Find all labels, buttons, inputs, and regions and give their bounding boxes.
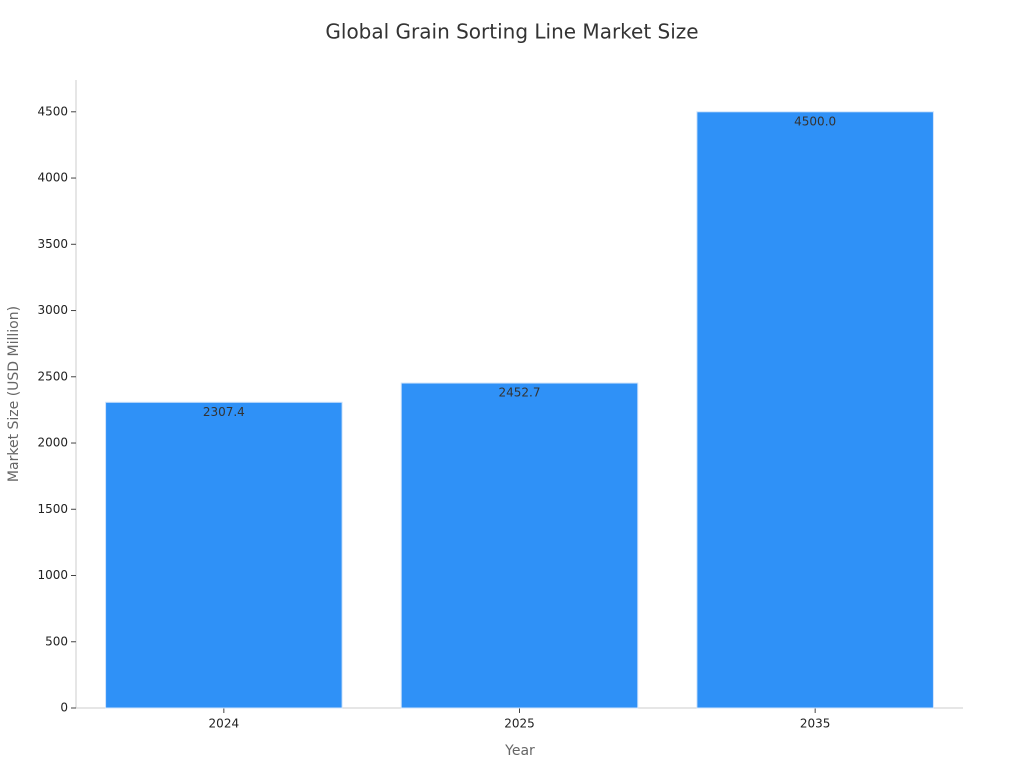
y-tick-label: 500 xyxy=(45,634,68,648)
y-tick-label: 3000 xyxy=(37,303,68,317)
value-label: 2452.7 xyxy=(499,386,541,400)
y-tick-label: 2000 xyxy=(37,436,68,450)
value-label: 4500.0 xyxy=(794,114,836,128)
y-tick-label: 0 xyxy=(60,701,68,715)
bar xyxy=(400,382,639,709)
y-tick-label: 1000 xyxy=(37,568,68,582)
bar xyxy=(696,111,934,709)
y-tick-label: 4500 xyxy=(37,104,68,118)
y-axis-label: Market Size (USD Million) xyxy=(6,306,22,482)
y-tick-label: 4000 xyxy=(37,171,68,185)
value-label: 2307.4 xyxy=(203,405,245,419)
x-tick-label: 2025 xyxy=(504,717,535,731)
chart-title: Global Grain Sorting Line Market Size xyxy=(325,20,698,44)
bar xyxy=(105,401,343,709)
x-axis-label: Year xyxy=(504,743,535,759)
y-tick-label: 1500 xyxy=(37,502,68,516)
x-tick-label: 2035 xyxy=(800,717,831,731)
y-tick-label: 3500 xyxy=(37,237,68,251)
x-tick-label: 2024 xyxy=(209,717,240,731)
y-tick-label: 2500 xyxy=(37,369,68,383)
